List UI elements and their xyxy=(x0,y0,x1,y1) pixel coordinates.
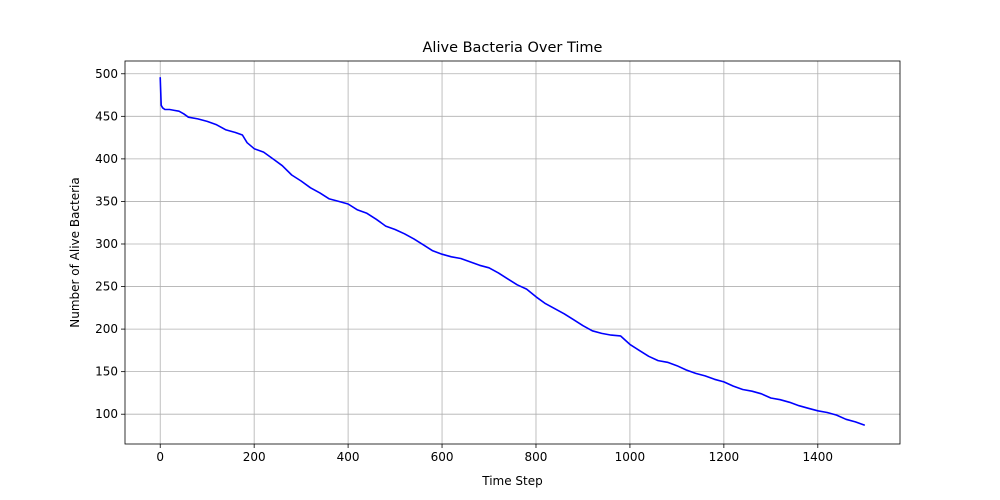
y-tick-label: 500 xyxy=(95,67,118,81)
plot-frame xyxy=(124,60,901,445)
series-line xyxy=(159,77,866,427)
y-tick-label: 300 xyxy=(95,237,118,251)
y-tick-label: 350 xyxy=(95,194,118,208)
x-tick-label: 400 xyxy=(337,450,360,464)
axis-ticks: 0 200 400 600 800 1000 1200 1400 100 150 200 250 300… xyxy=(95,67,833,464)
x-tick-label: 800 xyxy=(525,450,548,464)
y-axis-label: Number of Alive Bacteria xyxy=(68,177,82,327)
grid-lines xyxy=(125,61,900,444)
x-tick-label: 1200 xyxy=(709,450,740,464)
y-tick-label: 150 xyxy=(95,365,118,379)
y-tick-label: 100 xyxy=(95,407,118,421)
y-tick-label: 200 xyxy=(95,322,118,336)
x-tick-label: 600 xyxy=(431,450,454,464)
series-layer xyxy=(159,77,866,427)
x-axis-label: Time Step xyxy=(481,474,543,488)
chart-title: Alive Bacteria Over Time xyxy=(423,40,603,56)
y-tick-label: 250 xyxy=(95,280,118,294)
x-tick-label: 0 xyxy=(156,450,164,464)
x-tick-label: 1400 xyxy=(803,450,834,464)
y-tick-label: 450 xyxy=(95,109,118,123)
x-tick-label: 1000 xyxy=(615,450,646,464)
x-tick-label: 200 xyxy=(243,450,266,464)
y-tick-label: 400 xyxy=(95,152,118,166)
